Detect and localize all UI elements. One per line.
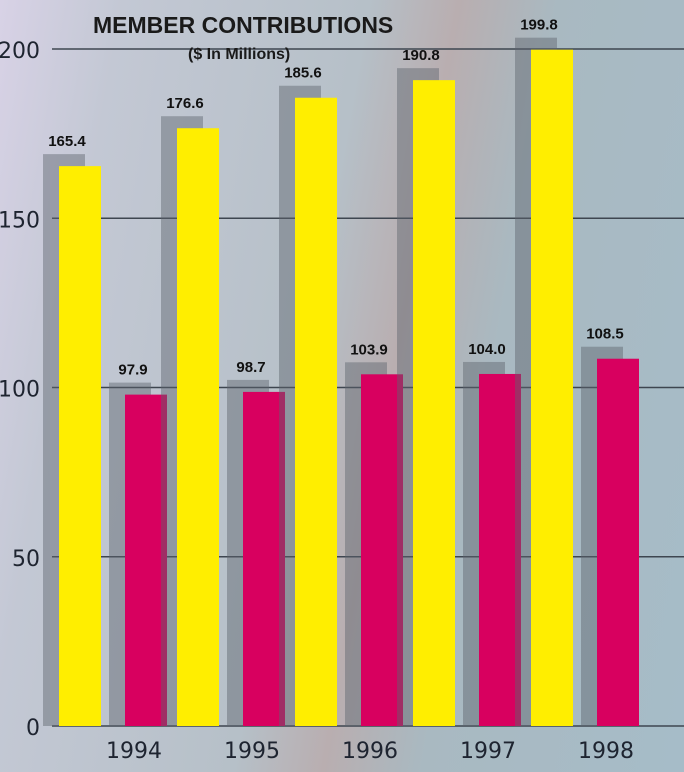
value-label: 108.5 — [586, 326, 624, 343]
bar — [531, 49, 573, 726]
bar — [479, 373, 521, 726]
value-label: 97.9 — [118, 362, 147, 379]
y-tick-label: 200 — [0, 39, 40, 64]
bar — [125, 394, 167, 726]
bar — [177, 128, 219, 727]
chart-title: MEMBER CONTRIBUTIONS — [93, 12, 394, 38]
value-label: 190.8 — [402, 47, 440, 64]
x-tick-label: 1997 — [460, 739, 516, 764]
value-label: 103.9 — [350, 341, 388, 358]
x-tick-label: 1994 — [106, 739, 162, 764]
bar — [413, 80, 455, 727]
bar — [295, 97, 337, 726]
x-tick-label: 1996 — [342, 739, 398, 764]
value-label: 165.4 — [48, 133, 86, 150]
y-tick-label: 150 — [0, 208, 40, 233]
y-tick-label: 100 — [0, 378, 40, 403]
bar — [243, 391, 285, 726]
x-tick-label: 1998 — [578, 739, 634, 764]
chart-subtitle: ($ In Millions) — [188, 46, 291, 63]
value-label: 176.6 — [166, 95, 204, 112]
y-tick-label: 0 — [26, 716, 40, 741]
x-tick-label: 1995 — [224, 739, 280, 764]
value-label: 104.0 — [468, 341, 506, 358]
value-label: 185.6 — [284, 65, 322, 82]
bar — [597, 358, 639, 726]
y-tick-label: 50 — [12, 547, 40, 572]
bar — [59, 166, 101, 727]
bar — [361, 374, 403, 726]
value-label: 199.8 — [520, 17, 558, 34]
value-label: 98.7 — [236, 359, 265, 376]
